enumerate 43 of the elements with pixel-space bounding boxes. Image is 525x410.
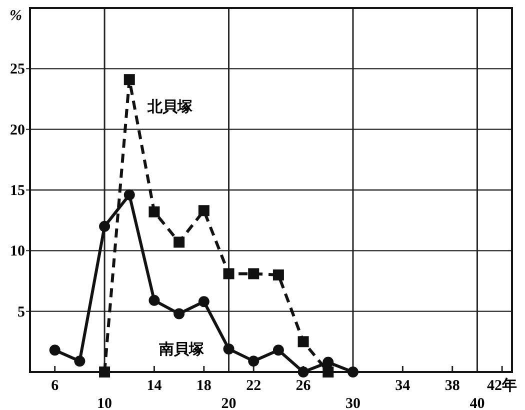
point <box>248 268 260 280</box>
x-tick-label: 14 <box>146 378 162 394</box>
x-tick-label: 38 <box>444 378 460 394</box>
x-tick-label: 26 <box>296 378 312 394</box>
point <box>49 344 60 356</box>
point <box>347 366 358 378</box>
ref-line-label: 40 <box>470 396 485 410</box>
point <box>124 189 135 200</box>
y-tick-label: 15 <box>10 183 25 199</box>
point <box>198 205 210 216</box>
point <box>174 236 185 248</box>
x-tick-label: 42年 <box>487 377 518 394</box>
y-axis-title: % <box>10 8 22 24</box>
x-tick-label: 18 <box>196 378 212 394</box>
point <box>272 269 284 280</box>
series-label: 南貝塚 <box>158 340 206 358</box>
point <box>248 356 260 367</box>
point <box>148 294 160 306</box>
point <box>322 366 334 378</box>
x-tick-label: 22 <box>246 378 262 394</box>
ref-line-label: 10 <box>97 396 112 410</box>
point <box>124 74 135 86</box>
point <box>99 366 110 378</box>
point <box>174 308 185 320</box>
x-tick-label: 34 <box>395 378 411 394</box>
point <box>298 336 309 348</box>
point <box>198 296 210 308</box>
point <box>322 356 334 368</box>
point <box>223 343 234 354</box>
point <box>74 356 86 367</box>
point <box>223 268 234 280</box>
ref-line-label: 30 <box>345 396 360 410</box>
point <box>298 366 309 378</box>
y-tick-label: 20 <box>10 122 25 138</box>
point <box>148 206 160 218</box>
y-tick-label: 5 <box>18 304 25 320</box>
ref-line-label: 20 <box>221 396 236 410</box>
point <box>99 220 110 232</box>
y-tick-label: 25 <box>10 62 25 78</box>
x-tick-label: 6 <box>51 378 60 394</box>
point <box>272 344 284 356</box>
y-tick-label: 10 <box>10 244 25 260</box>
series-label: 北貝塚 <box>146 98 194 116</box>
